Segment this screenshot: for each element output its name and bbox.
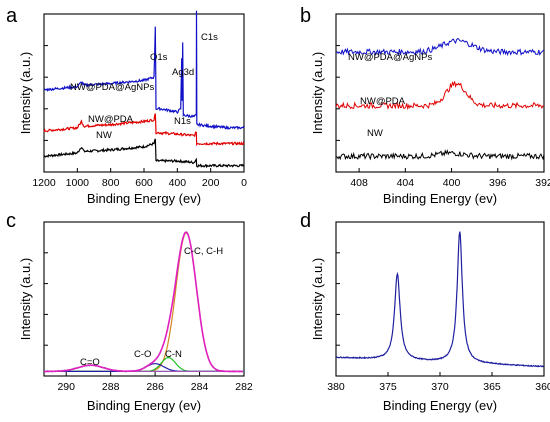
xtick-label: 365 xyxy=(483,381,501,393)
fit-envelope xyxy=(44,231,244,373)
series-line-nw xyxy=(335,149,545,161)
xtick-label: 400 xyxy=(443,177,461,189)
series-group-c xyxy=(44,231,244,373)
ytick-group-c xyxy=(44,252,48,346)
xaxis-title-d: Binding Energy (ev) xyxy=(383,398,497,413)
xtick-label: 370 xyxy=(431,381,449,393)
plot-frame-b xyxy=(335,13,545,173)
series-line-nw-pda xyxy=(335,81,545,111)
xtick-label: 288 xyxy=(102,381,120,393)
ytick-group-b xyxy=(336,45,340,141)
xtick-label: 400 xyxy=(169,177,187,189)
yaxis-title-d: Intensity (a.u.) xyxy=(310,258,325,340)
xtick-label: 408 xyxy=(350,177,368,189)
annotation-nw-pda-agnps-b: NW@PDA@AgNPs xyxy=(348,52,432,63)
panel-letter-a: a xyxy=(6,5,18,27)
xtick-group-b: 408 404 400 396 392 xyxy=(350,168,550,189)
annotation-nw-pda-agnps-a: NW@PDA@AgNPs xyxy=(70,82,154,93)
xaxis-title-c: Binding Energy (ev) xyxy=(87,398,201,413)
xtick-label: 396 xyxy=(489,177,507,189)
xtick-label: 800 xyxy=(102,177,120,189)
annotation-c-double-o: C=O xyxy=(80,357,100,368)
series-group-d xyxy=(335,231,544,368)
ytick-group-d xyxy=(336,252,340,346)
panel-a: a 1200 1000 800 600 400 200 0 Binding Energy (… xyxy=(6,5,247,206)
xtick-label: 290 xyxy=(57,381,75,393)
xtick-label: 284 xyxy=(191,381,209,393)
xtick-label: 286 xyxy=(146,381,164,393)
xtick-label: 0 xyxy=(241,177,247,189)
annotation-nw-b: NW xyxy=(367,128,383,139)
ytick-group-a xyxy=(44,45,48,141)
xtick-label: 360 xyxy=(535,381,550,393)
annotation-cc-ch: C-C, C-H xyxy=(184,246,223,257)
series-line-nw-pda xyxy=(43,113,245,147)
plot-frame-d xyxy=(335,221,545,377)
annotation-ag3d: Ag3d xyxy=(172,67,194,78)
yaxis-title-b: Intensity (a.u.) xyxy=(310,52,325,134)
panel-d: d 380 375 370 365 360 Binding Energy (ev) In… xyxy=(300,210,550,413)
xtick-label: 1200 xyxy=(32,177,56,189)
annotation-c-o: C-O xyxy=(134,349,151,360)
xtick-label: 392 xyxy=(535,177,550,189)
annotation-c1s: C1s xyxy=(201,32,218,43)
xaxis-title-a: Binding Energy (ev) xyxy=(87,191,201,206)
series-line-nw xyxy=(43,138,245,169)
xtick-label: 200 xyxy=(202,177,220,189)
xtick-group-a: 1200 1000 800 600 400 200 0 xyxy=(32,168,247,189)
series-line-nw-pda-agnps xyxy=(44,10,245,131)
annotation-nw-pda-b: NW@PDA xyxy=(360,96,406,107)
series-line-ag3d xyxy=(335,231,544,368)
panel-letter-d: d xyxy=(300,210,311,232)
series-line-nw-pda-agnps xyxy=(335,38,545,57)
series-group-a xyxy=(43,10,245,169)
panel-b: b 408 404 400 396 392 Binding Energy (ev) In… xyxy=(300,5,550,206)
xtick-label: 282 xyxy=(235,381,253,393)
panel-letter-b: b xyxy=(300,5,311,27)
xaxis-title-b: Binding Energy (ev) xyxy=(383,191,497,206)
annotation-n1s: N1s xyxy=(174,116,191,127)
xtick-label: 380 xyxy=(327,381,345,393)
yaxis-title-c: Intensity (a.u.) xyxy=(18,258,33,340)
panel-letter-c: c xyxy=(6,210,16,232)
annotation-o1s: O1s xyxy=(150,52,168,63)
xtick-group-d: 380 375 370 365 360 xyxy=(327,372,550,393)
annotation-nw-pda-a: NW@PDA xyxy=(88,114,134,125)
xtick-group-c: 290 288 286 284 282 xyxy=(57,372,253,393)
yaxis-title-a: Intensity (a.u.) xyxy=(18,52,33,134)
panel-c: c 290 288 286 284 282 Binding Energy (ev) In… xyxy=(6,210,253,413)
plot-frame-c xyxy=(43,221,245,377)
xtick-label: 1000 xyxy=(66,177,90,189)
annotation-c-n: C-N xyxy=(165,349,182,360)
annotation-nw-a: NW xyxy=(96,130,112,141)
xtick-label: 375 xyxy=(379,381,397,393)
xtick-label: 404 xyxy=(397,177,415,189)
series-group-b xyxy=(335,38,545,161)
xtick-label: 600 xyxy=(135,177,153,189)
